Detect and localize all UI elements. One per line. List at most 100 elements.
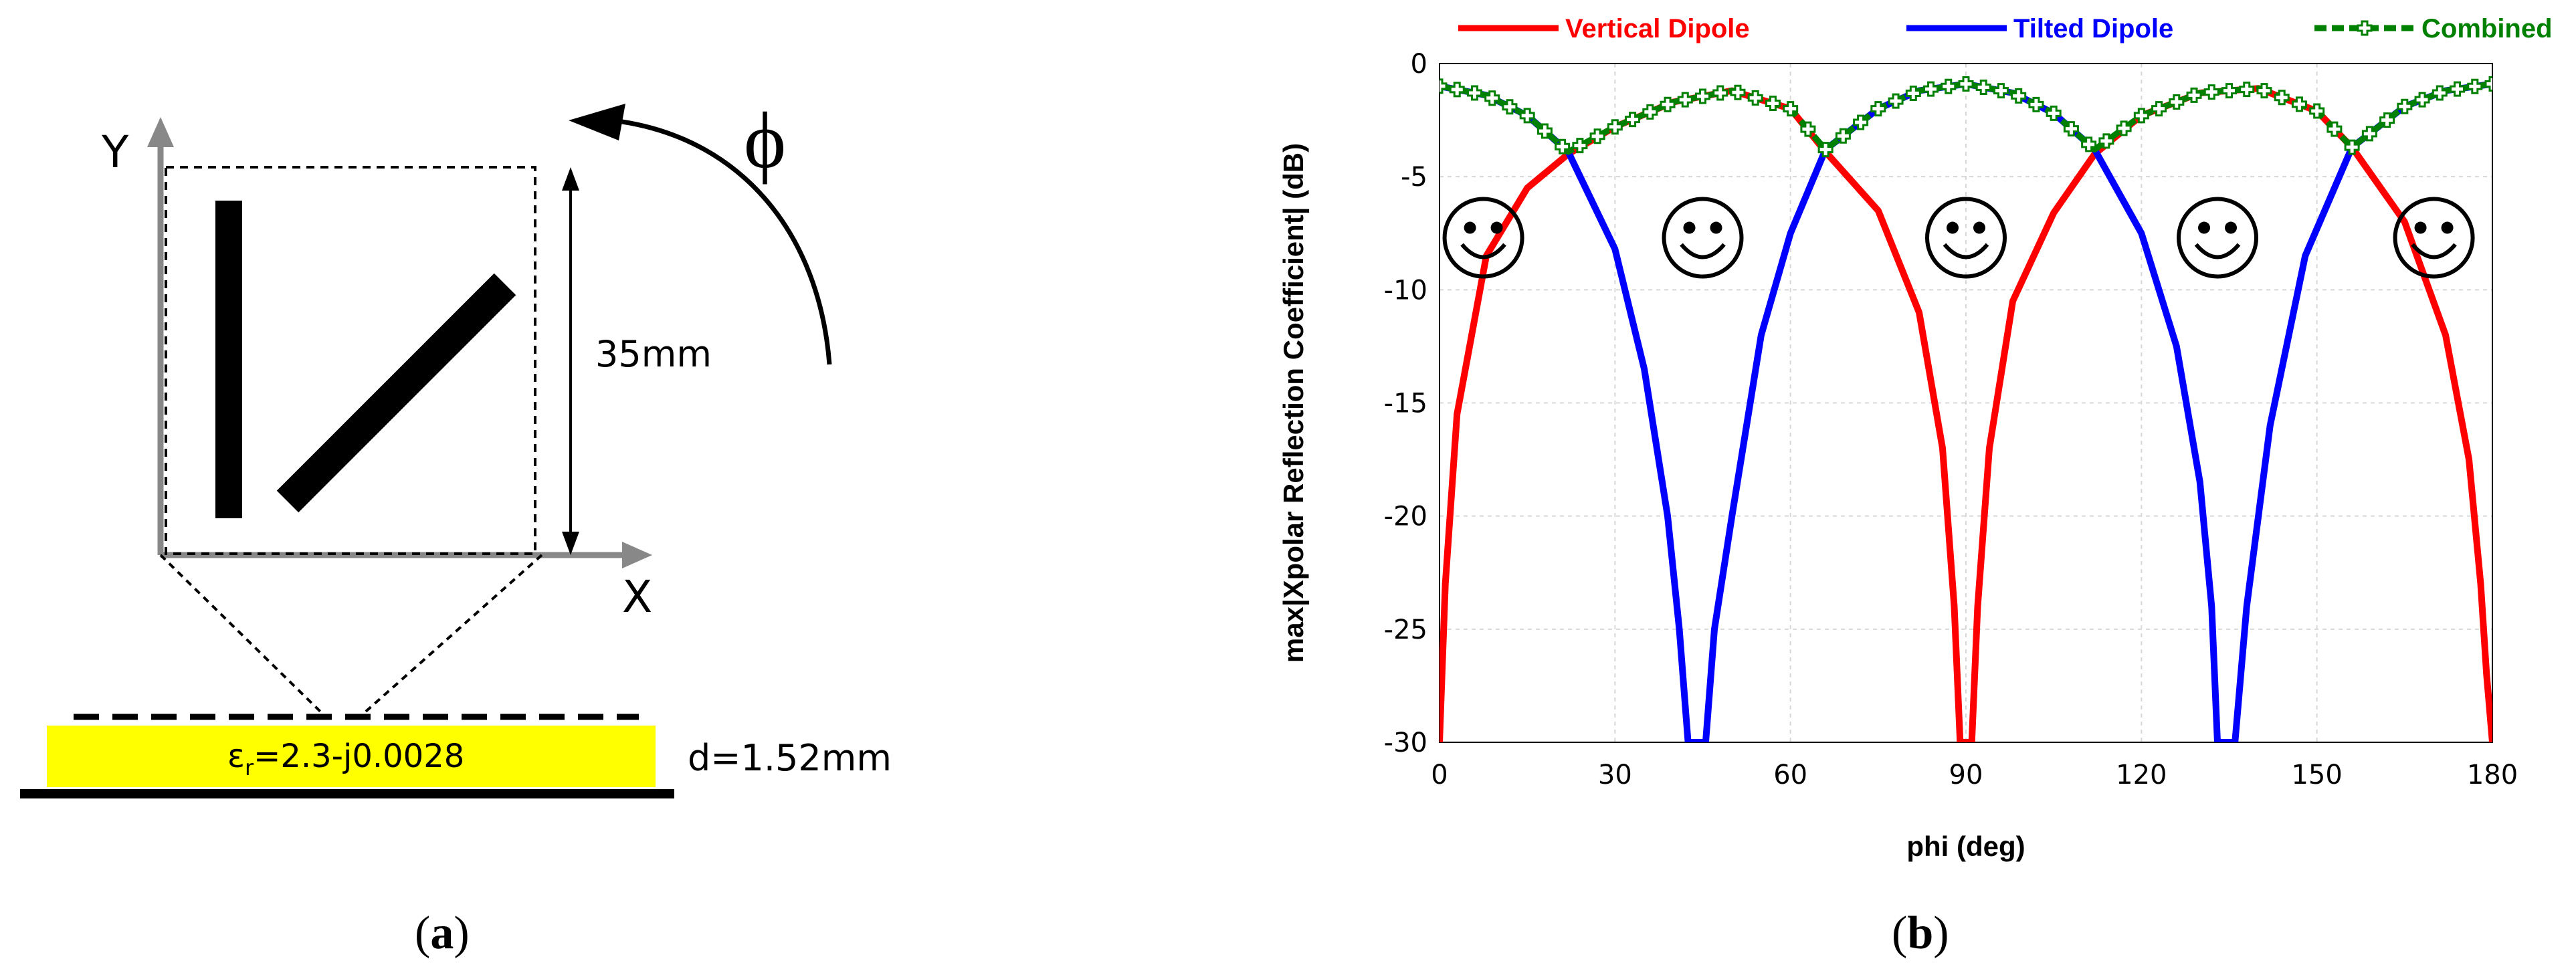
legend-marker-combined [2357, 20, 2373, 36]
marker-combined [1800, 121, 1816, 137]
x-tick-label: 180 [2467, 760, 2518, 790]
marker-combined [1993, 83, 2009, 99]
thickness-label: d=1.52mm [688, 737, 892, 779]
marker-combined [2239, 82, 2255, 98]
marker-combined [1625, 112, 1641, 128]
marker-combined [1695, 88, 1710, 104]
marker-combined [2186, 87, 2202, 103]
marker-combined [1440, 78, 1448, 94]
marker-combined [1502, 99, 1518, 115]
marker-combined [1555, 138, 1571, 154]
x-axis-title: phi (deg) [1906, 831, 2025, 862]
smiley-icon [2393, 197, 2475, 279]
marker-combined [1870, 101, 1886, 117]
marker-combined [2116, 120, 2132, 136]
marker-combined [2046, 105, 2062, 121]
marker-combined [1660, 96, 1676, 112]
y-tick-label: -20 [1384, 502, 1427, 532]
marker-combined [2397, 98, 2413, 114]
dimension-arrowhead-bottom [562, 532, 579, 555]
marker-combined [1905, 85, 1921, 101]
rotation-arrow [621, 119, 832, 365]
marker-combined [2450, 81, 2466, 97]
marker-combined [2379, 112, 2395, 128]
y-axis-label: Y [101, 126, 129, 178]
ground-plane [20, 789, 674, 798]
marker-combined [1835, 128, 1851, 144]
rotation-arrowhead [569, 104, 625, 140]
marker-combined [2274, 90, 2290, 106]
dimension-label: 35mm [595, 333, 712, 375]
marker-combined [2133, 108, 2149, 124]
phi-symbol: ϕ [744, 96, 786, 185]
marker-combined [1572, 138, 1588, 154]
tilted-dipole [276, 273, 516, 513]
marker-combined [2063, 121, 2079, 137]
panel-b-caption: (b) [1892, 907, 1949, 959]
marker-combined [2467, 78, 2483, 94]
marker-combined [2028, 96, 2044, 112]
grid [1439, 63, 2493, 743]
smiley-icon [2177, 197, 2259, 279]
marker-combined [1589, 128, 1605, 144]
marker-combined [1677, 92, 1693, 108]
x-ticks: 0 30 60 90 120 150 180 [1431, 760, 2518, 790]
vertical-dipole [215, 201, 242, 518]
x-tick-label: 30 [1598, 760, 1632, 790]
marker-combined [1642, 104, 1658, 120]
marker-combined [2221, 83, 2237, 99]
x-tick-label: 60 [1773, 760, 1807, 790]
y-tick-label: -5 [1401, 162, 1427, 193]
series-line-vertical-dipole [1440, 85, 2492, 742]
marker-combined [1712, 85, 1728, 101]
marker-combined [2344, 139, 2360, 155]
y-tick-label: -10 [1384, 275, 1427, 306]
smiley-icon [1925, 197, 2007, 279]
substrate [47, 726, 656, 787]
smiley-icon [1662, 197, 1744, 279]
legend: Vertical Dipole Tilted Dipole Combined [1458, 14, 2553, 43]
smiley-icon [1442, 197, 1524, 279]
marker-combined [2203, 84, 2219, 100]
marker-combined [1975, 80, 1991, 96]
x-axis-arrowhead [622, 542, 652, 568]
marker-combined [1853, 114, 1869, 130]
annotations [1442, 197, 2475, 279]
permittivity-label: εr=2.3-j0.0028 [227, 738, 464, 780]
series-layer [1440, 76, 2492, 742]
marker-combined [2291, 96, 2307, 112]
y-tick-label: 0 [1411, 49, 1427, 80]
y-tick-label: -30 [1384, 728, 1427, 758]
marker-combined [2432, 85, 2448, 101]
unit-cell-outline [165, 166, 536, 555]
panel-b-chart: 0 -5 -10 -15 -20 -25 -30 0 30 60 90 120 150 180 Vert… [1278, 14, 2553, 959]
marker-combined [1958, 76, 1974, 92]
marker-combined [2169, 94, 2185, 110]
marker-combined [1817, 142, 1834, 158]
marker-combined [2309, 103, 2325, 119]
marker-combined [1484, 90, 1500, 106]
projection-line-right [360, 554, 543, 717]
dimension-arrowhead-top [562, 167, 579, 191]
y-axis-arrowhead [147, 117, 174, 147]
marker-combined [1730, 84, 1746, 100]
marker-combined [1519, 108, 1535, 124]
y-axis-title: max|Xpolar Reflection Coefficient| (dB) [1278, 143, 1310, 663]
marker-combined [1765, 96, 1781, 112]
marker-combined [2414, 92, 2430, 108]
y-ticks: 0 -5 -10 -15 -20 -25 -30 [1384, 49, 1427, 758]
x-tick-label: 150 [2291, 760, 2342, 790]
x-tick-label: 0 [1431, 760, 1448, 790]
marker-combined [1941, 78, 1957, 94]
marker-combined [2256, 83, 2272, 99]
projection-line-left [159, 554, 326, 717]
legend-label-tilted-dipole: Tilted Dipole [2013, 14, 2173, 43]
y-tick-label: -25 [1384, 615, 1427, 645]
marker-combined [1466, 85, 1482, 101]
marker-combined [2484, 76, 2492, 92]
marker-combined [2361, 126, 2377, 142]
marker-combined [2151, 101, 2167, 117]
marker-combined [1747, 90, 1763, 106]
marker-combined [1607, 119, 1623, 135]
